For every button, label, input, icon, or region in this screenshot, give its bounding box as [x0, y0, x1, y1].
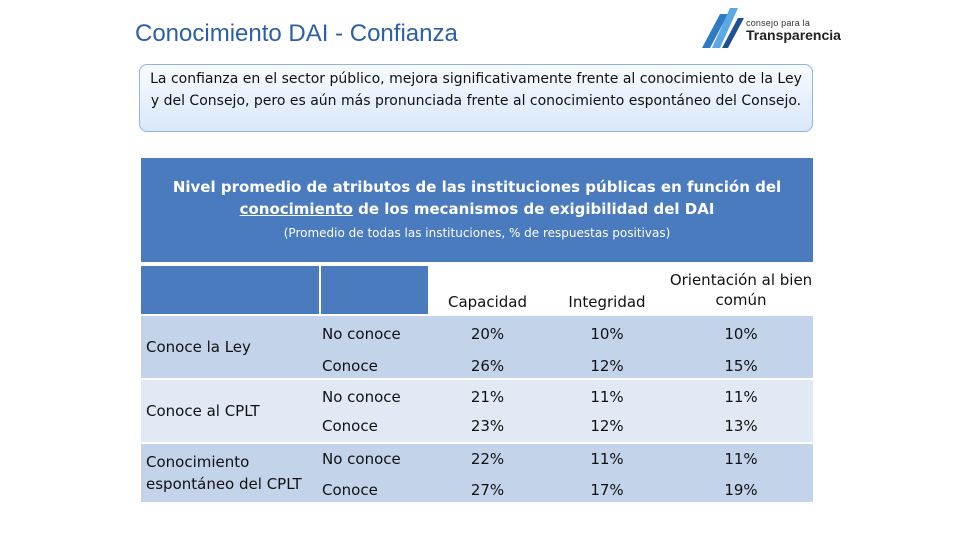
- header-blank-cell: [141, 266, 319, 314]
- column-header-capacidad: Capacidad: [430, 266, 545, 314]
- table-cell: 13%: [724, 417, 758, 435]
- logo-name: Transparencia: [746, 27, 841, 43]
- summary-text: La confianza en el sector público, mejor…: [150, 71, 802, 109]
- data-table: Capacidad Integridad Orientación al bien…: [141, 266, 813, 502]
- table-cell: 21%: [470, 388, 505, 406]
- table-banner: Nivel promedio de atributos de las insti…: [141, 158, 813, 262]
- column-header-orientacion: Orientación al bien común: [669, 266, 813, 314]
- table-cell: 26%: [470, 357, 505, 375]
- group-label: Conoce al CPLT: [146, 402, 260, 420]
- table-cell: 23%: [470, 417, 505, 435]
- page-title: Conocimiento DAI - Confianza: [135, 20, 458, 47]
- row-sub-label: Conoce: [322, 481, 378, 499]
- table-cell: 20%: [470, 325, 505, 343]
- banner-title-part1: Nivel promedio de atributos de las insti…: [172, 178, 782, 196]
- table-cell: 15%: [724, 357, 758, 375]
- table-cell: 12%: [590, 417, 624, 435]
- table-row-group: [141, 316, 813, 378]
- row-sub-label: No conoce: [322, 388, 401, 406]
- banner-title-underlined: conocimiento: [239, 200, 353, 218]
- banner-subtitle: (Promedio de todas las instituciones, % …: [283, 226, 671, 240]
- row-sub-label: Conoce: [322, 417, 378, 435]
- logo-icon: [702, 8, 744, 48]
- table-cell: 11%: [724, 388, 758, 406]
- table-cell: 17%: [590, 481, 624, 499]
- table-cell: 10%: [724, 325, 758, 343]
- summary-callout: La confianza en el sector público, mejor…: [139, 64, 813, 132]
- row-sub-label: No conoce: [322, 325, 401, 343]
- table-cell: 11%: [724, 450, 758, 468]
- table-row-group: [141, 444, 813, 502]
- column-header-integridad: Integridad: [547, 266, 667, 314]
- table-cell: 11%: [590, 388, 624, 406]
- table-cell: 22%: [470, 450, 505, 468]
- table-row-group: [141, 380, 813, 442]
- row-sub-label: No conoce: [322, 450, 401, 468]
- group-label: Conocimiento espontáneo del CPLT: [146, 453, 302, 493]
- group-label: Conoce la Ley: [146, 338, 251, 356]
- table-cell: 11%: [590, 450, 624, 468]
- logo-tagline: consejo para la: [746, 18, 811, 28]
- table-cell: 12%: [590, 357, 624, 375]
- row-sub-label: Conoce: [322, 357, 378, 375]
- table-cell: 27%: [470, 481, 505, 499]
- table-cell: 10%: [590, 325, 624, 343]
- table-cell: 19%: [724, 481, 758, 499]
- banner-title: Nivel promedio de atributos de las insti…: [141, 176, 813, 220]
- banner-title-part2: de los mecanismos de exigibilidad del DA…: [352, 200, 715, 218]
- header-blank-cell: [321, 266, 428, 314]
